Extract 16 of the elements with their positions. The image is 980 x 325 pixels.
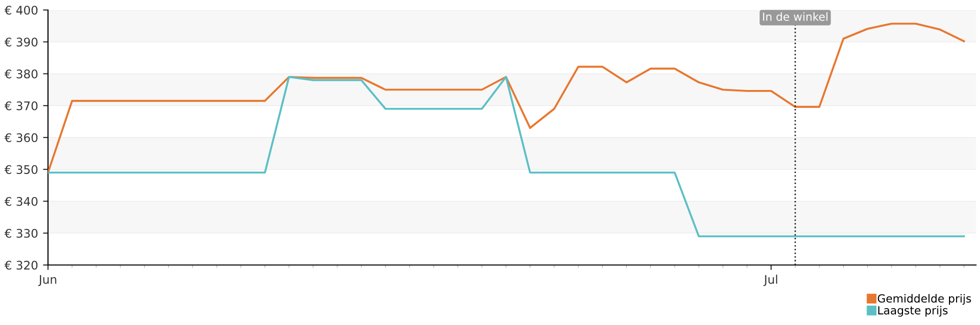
x-tick-label: Jun (38, 275, 56, 286)
y-tick-label: € 350 (4, 165, 38, 174)
y-tick-label: € 370 (4, 101, 38, 110)
y-tick-label: € 390 (4, 38, 38, 47)
line-series (48, 76, 965, 238)
x-tick-label: Jul (763, 274, 778, 286)
y-tick-label: € 360 (4, 133, 38, 142)
y-tick-label: € 320 (4, 260, 38, 270)
y-tick-label: € 380 (4, 69, 38, 78)
legend-label: Laagste prijs (878, 306, 948, 317)
y-tick-label: € 340 (4, 196, 38, 206)
y-tick-label: € 400 (4, 6, 38, 15)
ref-line-label: In de winkel (763, 12, 828, 21)
line-series (48, 22, 965, 174)
legend-label: Gemiddelde prijs (878, 294, 972, 305)
y-tick-label: € 330 (4, 228, 38, 238)
